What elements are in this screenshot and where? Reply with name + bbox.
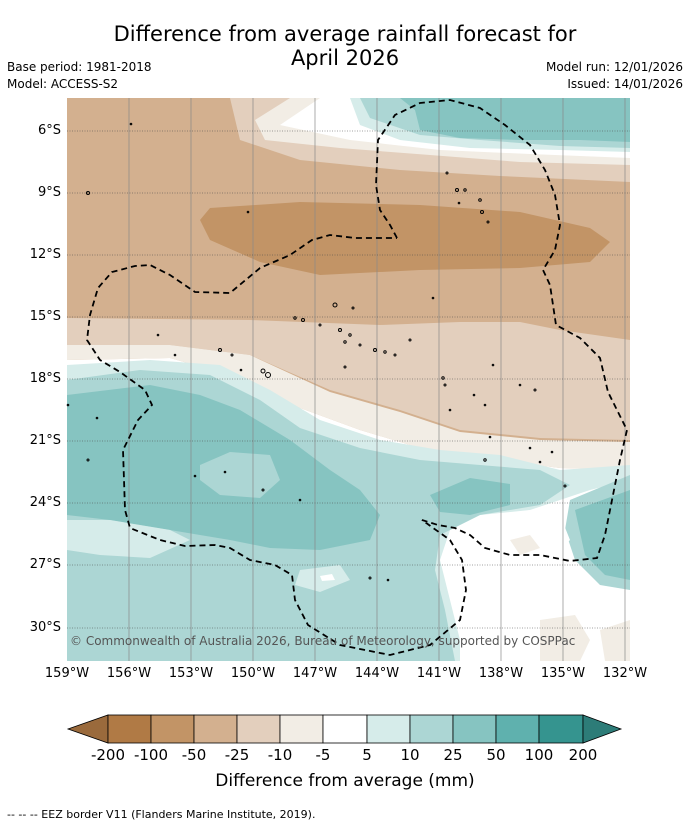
cb-tick-label: 10 (400, 746, 420, 764)
colorbar-title: Difference from average (mm) (215, 771, 475, 791)
lat-label-12s: 12°S (29, 247, 61, 262)
lon-label-132w: 132°W (602, 666, 648, 681)
lon-label-159w: 159°W (44, 666, 90, 681)
colorbar (66, 714, 623, 744)
eez-footnote: -- -- -- EEZ border V11 (Flanders Marine… (7, 808, 316, 821)
issued-date: Issued: 14/01/2026 (567, 77, 683, 91)
title-line-2: April 2026 (290, 46, 400, 70)
base-period: Base period: 1981-2018 (7, 60, 152, 74)
cb-tick-label: -50 (181, 746, 207, 764)
lat-label-27s: 27°S (29, 557, 61, 572)
model-name: Model: ACCESS-S2 (7, 77, 119, 91)
forecast-field (67, 98, 630, 661)
cb-tick-label: 200 (568, 746, 598, 764)
lat-label-9s: 9°S (37, 185, 61, 200)
copyright-notice: © Commonwealth of Australia 2026, Bureau… (70, 634, 576, 648)
eez-border (86, 99, 628, 656)
lat-label-6s: 6°S (37, 123, 61, 138)
title-line-1: Difference from average rainfall forecas… (113, 22, 577, 46)
meta-right: Model run: 12/01/2026 Issued: 14/01/2026 (546, 59, 683, 93)
cb-tick-label: -5 (315, 746, 331, 764)
colorbar-over-arrow (582, 714, 623, 744)
cb-tick-label: -10 (267, 746, 293, 764)
lon-label-156w: 156°W (106, 666, 152, 681)
lon-label-147w: 147°W (292, 666, 338, 681)
lon-label-141w: 141°W (416, 666, 462, 681)
cb-tick-label: 25 (443, 746, 463, 764)
lon-label-144w: 144°W (354, 666, 400, 681)
lat-label-24s: 24°S (29, 495, 61, 510)
meta-left: Base period: 1981-2018 Model: ACCESS-S2 (7, 59, 152, 93)
map-title: Difference from average rainfall forecas… (0, 22, 690, 70)
lat-label-30s: 30°S (29, 620, 61, 635)
lat-label-21s: 21°S (29, 433, 61, 448)
lon-label-138w: 138°W (478, 666, 524, 681)
cb-tick-label: 50 (486, 746, 506, 764)
cb-tick-label: -200 (90, 746, 126, 764)
islands (66, 122, 567, 582)
lat-label-15s: 15°S (29, 309, 61, 324)
lon-label-150w: 150°W (230, 666, 276, 681)
lon-label-153w: 153°W (168, 666, 214, 681)
lat-label-18s: 18°S (29, 371, 61, 386)
cb-tick-label: -25 (224, 746, 250, 764)
lon-label-135w: 135°W (540, 666, 586, 681)
cb-tick-label: -100 (133, 746, 169, 764)
model-run: Model run: 12/01/2026 (545, 60, 683, 74)
grid-lines (128, 98, 626, 661)
colorbar-under-arrow (66, 714, 109, 744)
cb-tick-label: 5 (362, 746, 372, 764)
cb-tick-label: 100 (524, 746, 554, 764)
